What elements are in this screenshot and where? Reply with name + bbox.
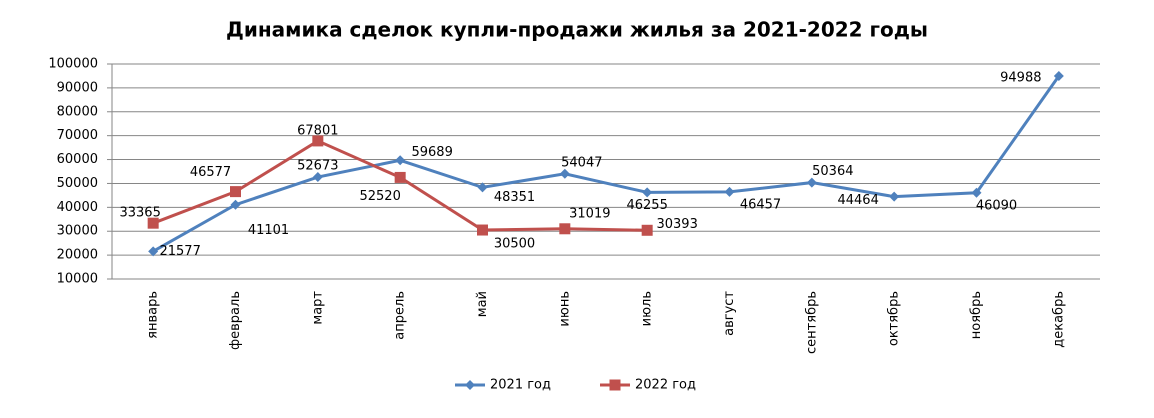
x-tick-label: октябрь (887, 291, 902, 346)
y-tick-label: 20000 (57, 248, 98, 263)
data-label: 46090 (976, 198, 1017, 213)
marker (641, 224, 653, 236)
data-label: 30393 (656, 217, 697, 232)
marker (806, 177, 817, 188)
marker (312, 172, 323, 183)
marker (642, 187, 653, 198)
data-label: 31019 (569, 206, 610, 221)
x-tick-label: март (310, 291, 325, 325)
marker (312, 135, 324, 147)
data-label: 59689 (411, 145, 452, 160)
x-tick-label: ноябрь (969, 291, 984, 339)
x-tick-label: сентябрь (804, 291, 819, 354)
marker (1053, 70, 1064, 81)
x-tick-label: июль (640, 291, 655, 326)
data-label: 54047 (561, 155, 602, 170)
chart-title: Динамика сделок купли-продажи жилья за 2… (226, 18, 928, 42)
x-tick-label: май (475, 291, 490, 317)
x-tick-label: январь (146, 291, 161, 339)
y-tick-label: 30000 (57, 224, 98, 239)
legend-marker (609, 379, 621, 391)
marker (724, 186, 735, 197)
marker (147, 217, 159, 229)
marker (477, 182, 488, 193)
data-label: 46457 (740, 197, 781, 212)
series-line (152, 75, 1061, 253)
marker (395, 155, 406, 166)
marker (230, 186, 241, 198)
data-label: 67801 (297, 123, 338, 138)
marker (971, 187, 982, 198)
y-tick-label: 100000 (48, 57, 98, 72)
data-label: 46255 (626, 198, 667, 213)
data-label: 50364 (812, 164, 853, 179)
marker (559, 168, 570, 179)
x-tick-label: апрель (393, 291, 408, 340)
marker (559, 223, 571, 235)
marker (230, 199, 241, 210)
marker (394, 171, 406, 183)
marker (889, 191, 900, 202)
y-tick-label: 80000 (57, 104, 98, 119)
legend-label: 2022 год (635, 378, 696, 393)
marker (148, 246, 159, 257)
y-tick-label: 90000 (57, 80, 98, 95)
data-label: 21577 (159, 244, 200, 259)
data-label: 33365 (119, 206, 160, 221)
data-label: 41101 (248, 223, 289, 238)
data-label: 30500 (494, 237, 535, 252)
data-label: 48351 (494, 190, 535, 205)
x-tick-label: июнь (557, 291, 572, 327)
legend-label: 2021 год (490, 378, 551, 393)
y-tick-label: 50000 (57, 176, 98, 191)
legend-marker (465, 380, 475, 390)
data-label: 52673 (297, 159, 338, 174)
y-tick-label: 40000 (57, 200, 98, 215)
marker (477, 224, 488, 236)
x-tick-label: февраль (228, 291, 243, 350)
y-tick-label: 70000 (57, 128, 98, 143)
x-tick-label: декабрь (1051, 291, 1066, 348)
data-label: 44464 (837, 193, 878, 208)
x-tick-label: август (722, 291, 737, 336)
y-tick-label: 60000 (57, 152, 98, 167)
data-label: 52520 (359, 189, 400, 204)
data-label: 46577 (190, 165, 231, 180)
data-label: 94988 (1000, 70, 1041, 85)
y-tick-label: 10000 (57, 272, 98, 287)
